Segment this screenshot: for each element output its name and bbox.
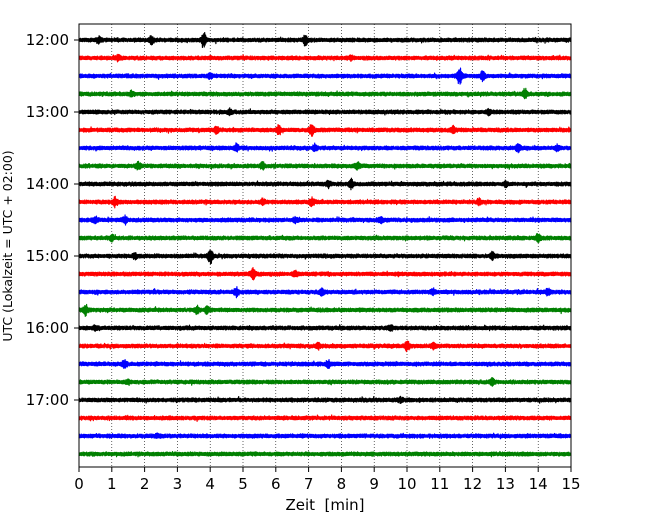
trace-1530 [78,286,572,299]
x-tick-label: 0 [74,475,84,493]
trace-1215 [78,53,572,63]
trace-1730 [78,432,572,440]
trace-1330 [78,142,572,154]
x-tick-label: 4 [205,475,215,493]
trace-1400 [78,177,572,191]
y-axis-ticks: 12:00 13:00 14:00 15:00 16:00 17:00 [26,31,79,409]
trace-1600 [78,324,572,333]
y-tick-label: 14:00 [26,175,69,193]
trace-1630 [78,359,572,369]
x-tick-label: 10 [397,475,416,493]
x-tick-label: 8 [337,475,347,493]
trace-1645 [78,377,572,387]
x-tick-label: 9 [369,475,379,493]
trace-1300 [78,107,572,117]
y-tick-label: 15:00 [26,247,69,265]
trace-1345 [78,160,572,171]
trace-1200 [78,31,572,49]
x-tick-label: 7 [304,475,314,493]
traces [78,31,572,458]
trace-1230 [78,67,572,85]
trace-1500 [78,249,572,265]
x-tick-label: 12 [463,475,482,493]
plot-frame [78,23,572,468]
trace-1515 [78,266,572,281]
trace-1445 [78,233,572,244]
trace-1245 [78,87,572,100]
trace-1415 [78,195,572,209]
x-tick-label: 14 [529,475,548,493]
trace-1615 [78,340,572,353]
x-tick-label: 11 [430,475,449,493]
x-tick-label: 1 [107,475,117,493]
y-tick-label: 12:00 [26,31,69,49]
trace-1430 [78,214,572,226]
x-tick-label: 13 [496,475,515,493]
trace-1315 [78,124,572,137]
vertical-gridlines [111,24,539,467]
x-tick-label: 3 [173,475,183,493]
y-tick-label: 13:00 [26,103,69,121]
x-axis-ticks: 0 1 2 3 4 5 6 7 8 9 10 11 12 13 14 15 [74,467,581,493]
y-axis-label: UTC (Lokalzeit = UTC + 02:00) [0,150,15,341]
trace-1745 [78,450,572,458]
trace-1700 [78,395,572,405]
y-tick-label: 17:00 [26,391,69,409]
x-tick-label: 5 [238,475,248,493]
x-tick-label: 15 [561,475,580,493]
y-tick-label: 16:00 [26,319,69,337]
trace-1715 [78,414,572,422]
x-axis-label: Zeit [min] [285,496,364,514]
trace-1545 [78,303,572,317]
x-tick-label: 2 [140,475,150,493]
x-tick-label: 6 [271,475,281,493]
